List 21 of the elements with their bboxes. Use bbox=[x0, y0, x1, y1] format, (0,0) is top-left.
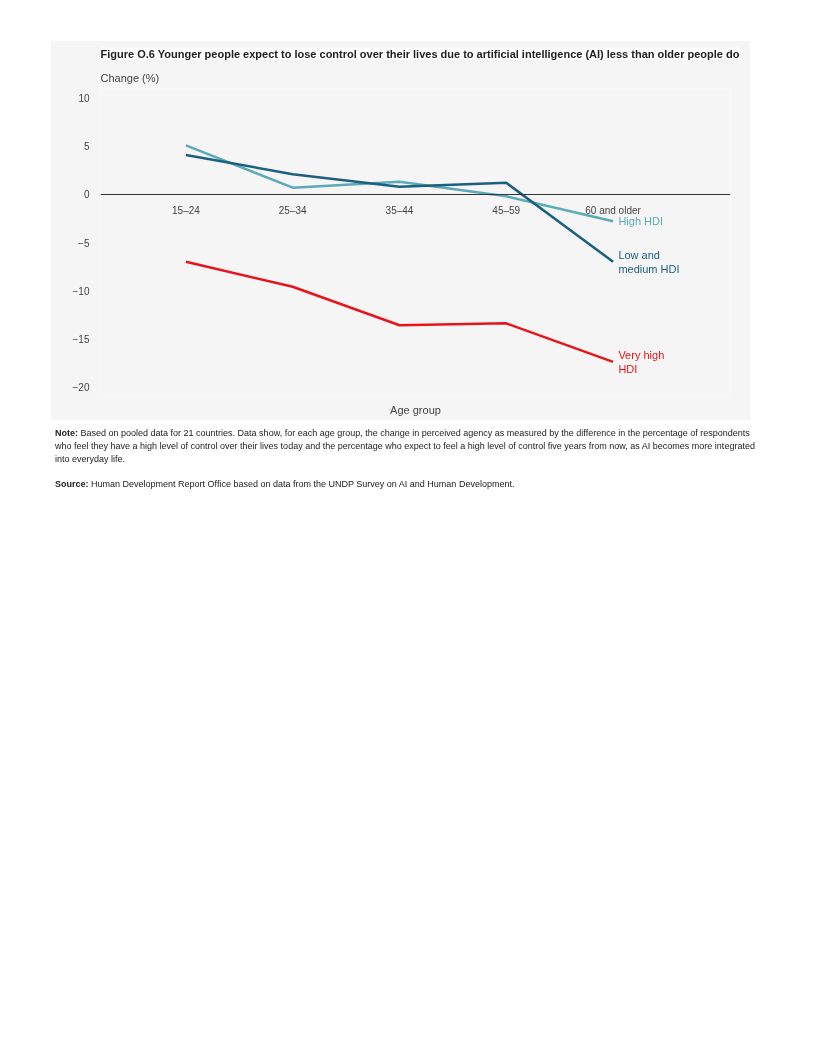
y-tick-label: 0 bbox=[83, 189, 90, 201]
y-tick-label: −10 bbox=[72, 285, 90, 297]
line-series bbox=[184, 260, 615, 364]
x-tick-label: 15–24 bbox=[172, 205, 201, 217]
x-tick-label: 25–34 bbox=[278, 205, 308, 217]
y-tick-label: 10 bbox=[78, 93, 90, 105]
series-label: High HDI bbox=[618, 215, 664, 228]
y-tick-label: −15 bbox=[72, 333, 90, 345]
chart-title: Figure O.6 Younger people expect to lose control over their lives due to artificial intelligence (AI) less than older people do bbox=[100, 47, 740, 60]
x-tick-label: 35–44 bbox=[385, 205, 414, 217]
source-note: Source: Human Development Report Office based on data from the UNDP Survey on AI and Human Development. bbox=[55, 477, 515, 491]
series-label: Low and medium HDI bbox=[618, 248, 680, 275]
y-tick-label: 5 bbox=[83, 141, 90, 153]
y-tick-label: −20 bbox=[72, 381, 90, 393]
text: Note: Based on pooled data for 21 countries. Data show, for each age group, the change in perceived agency as measured by the difference in the percentage of respondents who feel they have a high level of control over their lives today and the percentage who expect to feel a high level of control five years from now, as AI becomes more integrated into everyday life. bbox=[55, 427, 755, 466]
y-tick-label: −5 bbox=[78, 237, 90, 249]
x-tick-label: 45–59 bbox=[492, 205, 521, 217]
x-tick-label: 60 and older bbox=[585, 205, 642, 217]
series-label: Very high HDI bbox=[618, 348, 665, 376]
x-axis-title: Age group bbox=[390, 403, 441, 416]
y-axis-title: Change (%) bbox=[100, 71, 160, 84]
